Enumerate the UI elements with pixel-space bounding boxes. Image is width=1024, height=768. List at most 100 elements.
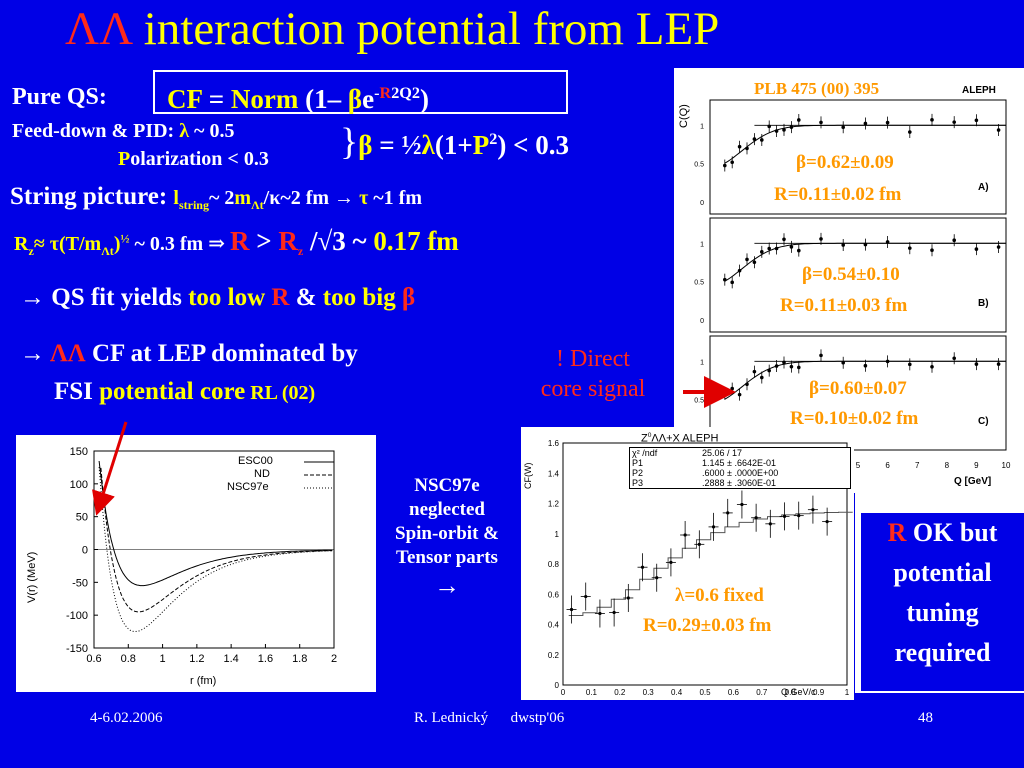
aleph-ylabel: C(Q) [678,104,690,128]
potential-curve-nd [100,467,333,613]
potential-ytick-label: 50 [76,512,88,524]
aleph-ytick-label: 0.5 [694,162,704,169]
potential-ytick-label: -50 [72,577,88,589]
footer-author: R. Lednický dwstp'06 [414,710,565,726]
aleph-panel-c-beta: β=0.60±0.07 [809,378,907,399]
polarization-line: Polarization < 0.3 [118,148,269,170]
aleph-xtick-label: 7 [915,461,920,470]
feeddown-line: Feed-down & PID: λ ~ 0.5 [12,120,235,142]
aleph-xlabel: Q [GeV] [954,476,992,487]
cfw-xtick-label: 0.7 [756,688,768,697]
aleph-xtick-label: 10 [1002,461,1011,470]
cfw-frame [562,442,848,686]
title-greek: ΛΛ [65,3,132,55]
nsc97e-note: NSC97e neglected Spin-orbit & Tensor par… [395,475,499,600]
aleph-ytick-label: 0 [700,200,704,207]
aleph-brand: ALEPH [962,85,996,96]
cfw-ytick-label: 0.4 [548,621,560,630]
potential-ylabel: V(r) (MeV) [26,551,38,603]
aleph-xtick-label: 9 [974,461,979,470]
cfw-plot-svg: 1.6 1.4 1.2 1 0.8 0.6 0.4 0.2 00 0.1 0.2 0.3 0.4 0.5 0… [548,439,853,697]
slide-title: ΛΛ interaction potential from LEP [65,2,719,56]
footer-date: 4-6.02.2006 [90,710,163,726]
cf-formula-box: CF = Norm (1– βe-R2Q2) [153,70,568,114]
aleph-ytick-label: 0.5 [694,280,704,287]
aleph-ytick-label: 1 [700,359,704,366]
potential-curve-esc00 [98,460,333,587]
cfw-xtick-label: 0.1 [586,688,598,697]
qs-fit-line: → QS fit yields too low R & too big β [20,284,416,311]
cfw-xtick-label: 0.4 [671,688,683,697]
cfw-xtick-label: 0.5 [699,688,711,697]
aleph-ytick-label: 1 [700,123,704,130]
aleph-ytick-label: 1 [700,241,704,248]
aleph-panel-b-beta: β=0.54±0.10 [802,264,900,285]
string-picture-line: String picture: lstring~ 2mΛt/κ~2 fm → τ… [10,183,423,212]
cfw-xtick-label: 0.8 [785,688,797,697]
potential-xtick-label: 1.8 [292,653,307,665]
potential-xtick-label: 1.6 [258,653,273,665]
cfw-ytick-label: 1.6 [548,439,560,448]
aleph-panel-b-r: R=0.11±0.03 fm [780,295,908,316]
aleph-panel-b-tag: B) [978,298,989,309]
cfw-xtick-label: 0 [561,688,566,697]
cfw-ytick-label: 0 [555,681,560,690]
potential-ytick-label: -150 [66,643,88,655]
rz-line: Rz≈ τ(T/mΛt)½ ~ 0.3 fm ⇒ R > Rz /√3 ~ 0.… [14,226,459,258]
aleph-panel-a-r: R=0.11±0.02 fm [774,184,902,205]
cfw-ytick-label: 1.4 [548,469,560,478]
cfw-xtick-label: 0.2 [614,688,626,697]
cfw-stats-box: χ² /ndf 25.06 / 17 P1 1.145 ± .6642E-01 P2… [629,447,851,489]
footer-page: 48 [918,710,933,726]
aleph-xtick-label: 5 [856,461,861,470]
aleph-panel-frame [709,99,1007,215]
cfw-ytick-label: 0.8 [548,560,560,569]
cfw-xlabel: Q GeV/c [781,687,816,697]
r-ok-box: R OK but potential tuning required [855,493,1024,693]
cfw-xtick-label: 0.3 [643,688,655,697]
aleph-ytick-label: 0 [700,318,704,325]
potential-ytick-label: 100 [70,479,88,491]
potential-xtick-label: 2 [331,653,337,665]
cfw-xtick-label: 0.6 [728,688,740,697]
fsi-line: FSI potential core RL (02) [54,378,316,405]
cfw-ytick-label: 0.6 [548,590,560,599]
potential-ytick-label: -100 [66,610,88,622]
cfw-ytick-label: 1 [555,530,560,539]
potential-xtick-label: 1.4 [223,653,238,665]
cfw-ytick-label: 0.2 [548,651,560,660]
aleph-panel-a-beta: β=0.62±0.09 [796,152,894,173]
cfw-ytick-label: 1.2 [548,500,560,509]
aleph-panel-frame [709,217,1007,333]
aleph-xtick-label: 6 [885,461,890,470]
potential-legend-esc00: ESC00 [238,455,273,467]
aleph-ref: PLB 475 (00) 395 [754,79,880,98]
potential-ytick-label: 150 [70,446,88,458]
pure-qs-label: Pure QS: [12,84,107,110]
cfw-xtick-label: 1 [845,688,850,697]
aleph-xtick-label: 8 [945,461,950,470]
cfw-fit-histogram [568,511,853,616]
potential-xtick-label: 0.6 [86,653,101,665]
cfw-plot: 1.6 1.4 1.2 1 0.8 0.6 0.4 0.2 0 0 0.1 0.2 0.3 0.4 0.5 0… [521,427,854,700]
potential-xtick-label: 1.2 [189,653,204,665]
cfw-ylabel: CF(W) [523,462,533,490]
cfw-radius: R=0.29±0.03 fm [643,615,772,636]
potential-xlabel: r (fm) [190,675,217,687]
cfw-lambda: λ=0.6 fixed [675,585,764,606]
aleph-panel-c-r: R=0.10±0.02 fm [790,408,919,429]
beta-relation: }β = ½λ(1+P2) < 0.3 [340,121,570,163]
aleph-ytick-label: 0.5 [694,398,704,405]
aleph-panel-a-tag: A) [978,182,989,193]
title-text: interaction potential from LEP [143,3,720,55]
direct-core-signal: ! Direct core signal [540,346,646,402]
cfw-title: Z0ΛΛ+X ALEPH [641,432,719,445]
potential-legend-nsc97e: NSC97e [227,481,269,493]
aleph-panel-c-tag: C) [978,416,989,427]
potential-plot: 150 100 50 0 -50 -100 -150 0.6 0.8 1 1.2 1.4 1.6 1.8 2… [16,435,376,692]
cfw-xtick-label: 0.9 [813,688,825,697]
potential-ytick-label: 0 [82,545,88,557]
potential-xtick-label: 0.8 [121,653,136,665]
